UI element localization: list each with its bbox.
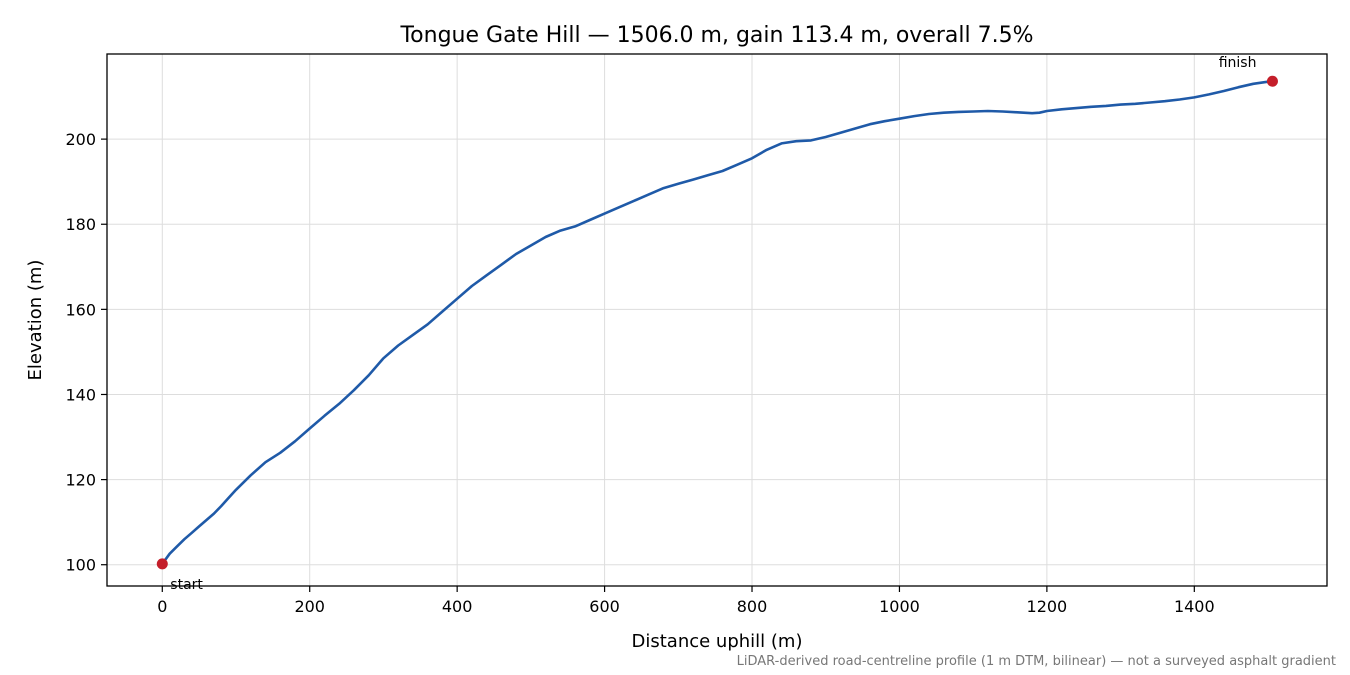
grid — [107, 54, 1327, 586]
markers-group: start finish — [156, 55, 1278, 593]
x-tick-label: 200 — [294, 597, 325, 616]
finish-label: finish — [1219, 55, 1257, 71]
x-tick-label: 1400 — [1174, 597, 1215, 616]
x-axis-label: Distance uphill (m) — [632, 631, 803, 652]
x-tick-label: 1000 — [879, 597, 920, 616]
footnote: LiDAR-derived road-centreline profile (1… — [737, 654, 1336, 669]
start-marker — [156, 558, 168, 570]
x-tick-label: 600 — [589, 597, 620, 616]
y-tick-label: 140 — [65, 385, 96, 404]
elevation-series-line — [161, 79, 1274, 566]
x-tick-label: 1200 — [1027, 597, 1068, 616]
chart-title: Tongue Gate Hill — 1506.0 m, gain 113.4 … — [399, 23, 1033, 48]
y-tick-label: 200 — [65, 130, 96, 149]
y-axis-label: Elevation (m) — [25, 260, 46, 381]
finish-marker — [1266, 75, 1278, 87]
axis-ticks: 0 200 400 600 800 1000 1200 1400 100 120 140 160 180… — [65, 130, 1214, 616]
start-label: start — [170, 577, 203, 593]
y-tick-label: 160 — [65, 300, 96, 319]
plot-frame — [106, 53, 1328, 587]
x-tick-label: 0 — [157, 597, 167, 616]
y-tick-label: 180 — [65, 215, 96, 234]
series-group — [161, 79, 1274, 566]
y-tick-label: 100 — [65, 556, 96, 575]
x-tick-label: 400 — [442, 597, 473, 616]
y-tick-label: 120 — [65, 471, 96, 490]
x-tick-label: 800 — [737, 597, 768, 616]
